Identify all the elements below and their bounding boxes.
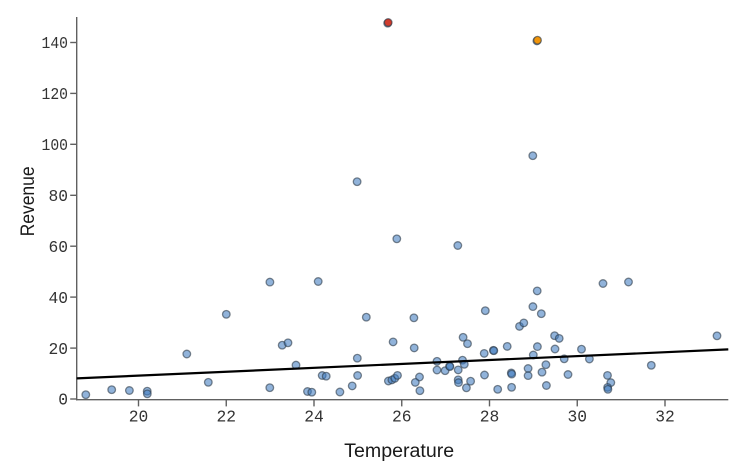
svg-text:0: 0 [58,391,68,410]
svg-text:120: 120 [42,85,69,104]
svg-text:80: 80 [48,187,68,206]
svg-text:22: 22 [216,407,236,426]
svg-text:32: 32 [655,407,675,426]
svg-text:140: 140 [42,34,69,53]
svg-text:20: 20 [129,407,149,426]
svg-text:24: 24 [304,407,324,426]
svg-text:100: 100 [42,136,69,155]
svg-text:20: 20 [48,340,68,359]
svg-text:60: 60 [48,238,68,257]
svg-text:26: 26 [392,407,412,426]
svg-text:28: 28 [480,407,500,426]
svg-text:30: 30 [567,407,587,426]
svg-text:Revenue: Revenue [18,166,39,236]
svg-text:40: 40 [48,289,68,308]
svg-text:Temperature: Temperature [344,441,454,462]
